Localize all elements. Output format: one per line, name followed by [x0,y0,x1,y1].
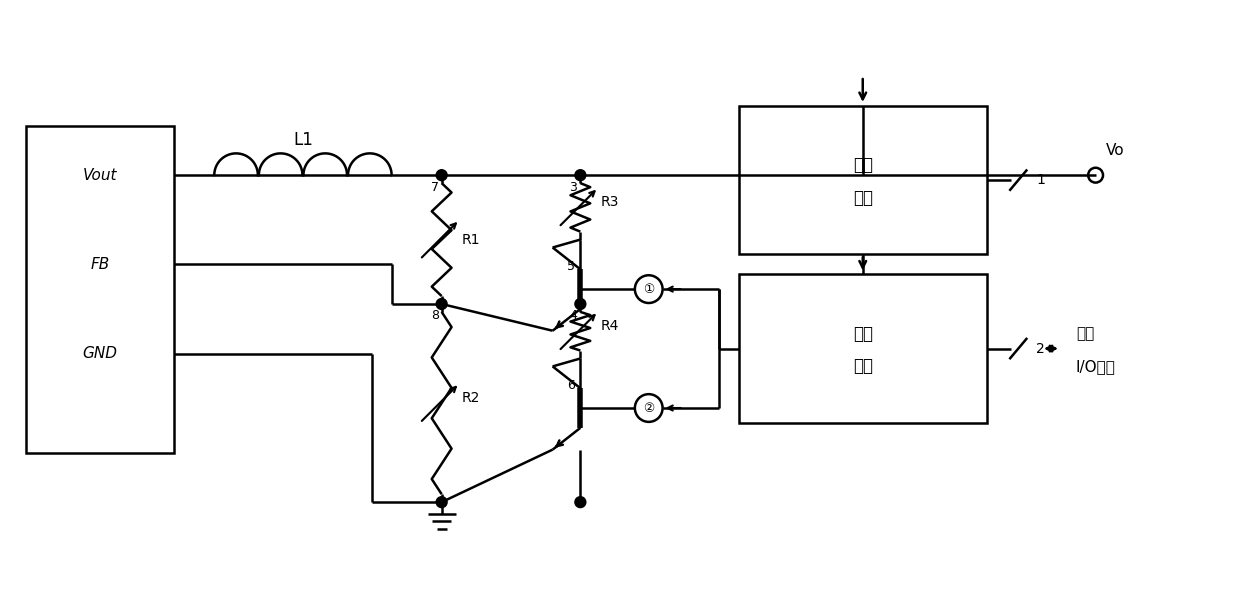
Text: 芯片: 芯片 [853,189,873,207]
Circle shape [575,298,585,309]
FancyBboxPatch shape [26,126,174,452]
Text: 控制: 控制 [853,325,873,342]
Text: Vout: Vout [83,168,117,182]
Text: ①: ① [644,283,655,295]
Text: L1: L1 [293,132,312,150]
Text: R3: R3 [600,196,619,210]
Circle shape [436,170,448,181]
Text: 6: 6 [568,379,575,392]
Text: R2: R2 [461,391,480,405]
Text: R4: R4 [600,320,619,333]
Text: 芯片: 芯片 [853,358,873,376]
Text: I/O接口: I/O接口 [1076,359,1116,374]
Text: 检测: 检测 [853,156,873,175]
Circle shape [436,298,448,309]
Text: 2: 2 [1037,342,1045,356]
Text: 3: 3 [569,181,578,193]
Text: GND: GND [82,346,118,361]
Circle shape [436,496,448,507]
Text: R1: R1 [461,233,480,246]
FancyBboxPatch shape [739,106,987,254]
FancyBboxPatch shape [739,274,987,423]
Text: ②: ② [644,402,655,414]
Circle shape [575,170,585,181]
Text: 外部: 外部 [1076,326,1094,341]
Text: FB: FB [91,257,109,272]
Text: 5: 5 [568,260,575,273]
Text: 1: 1 [1037,173,1045,187]
Circle shape [575,496,585,507]
Text: 4: 4 [569,309,578,323]
Text: 7: 7 [430,181,439,193]
Text: Vo: Vo [1106,143,1125,158]
Text: 8: 8 [430,309,439,323]
